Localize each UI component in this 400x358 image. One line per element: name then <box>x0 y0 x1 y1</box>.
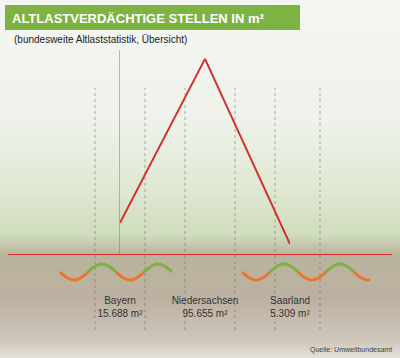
svg-text:Saarland5.309 m²: Saarland5.309 m² <box>270 295 310 319</box>
svg-text:ALTLASTVERDÄCHTIGE STELLEN IN: ALTLASTVERDÄCHTIGE STELLEN IN m² <box>12 11 264 26</box>
svg-text:Quelle: Umweltbundesamt: Quelle: Umweltbundesamt <box>310 346 392 354</box>
svg-text:Niedersachsen95.655 m²: Niedersachsen95.655 m² <box>172 295 239 319</box>
svg-text:Bayern15.688 m²: Bayern15.688 m² <box>97 295 143 319</box>
svg-text:(bundesweite Altlaststatistik,: (bundesweite Altlaststatistik, Übersicht… <box>14 34 187 45</box>
